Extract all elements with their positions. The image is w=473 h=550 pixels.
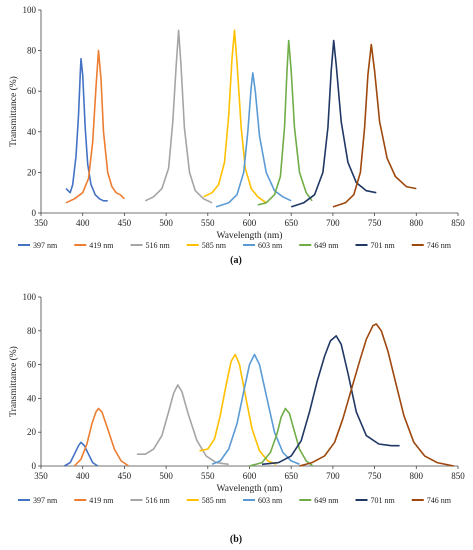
series-line-746-nm (332, 43, 417, 208)
x-tick-label: 800 (410, 471, 424, 481)
y-tick-label: 40 (27, 127, 37, 137)
legend-label: 419 nm (89, 241, 114, 250)
legend-item: 516 nm (130, 496, 171, 505)
x-tick-label: 550 (201, 471, 215, 481)
legend-item: 701 nm (355, 241, 396, 250)
series-line-649-nm (249, 407, 314, 467)
chart-panel-b: 0 20 40 60 80 100 350 400 450 500 550 600 650 700 750 8… (0, 275, 473, 550)
y-tick-label: 60 (27, 360, 37, 370)
legend-label: 603 nm (258, 496, 283, 505)
y-tick-label: 20 (27, 167, 37, 177)
legend-label: 701 nm (371, 496, 396, 505)
legend-label: 516 nm (146, 496, 171, 505)
x-axis-title: Wavelength (nm) (217, 230, 283, 241)
series-line-603-nm (211, 353, 300, 466)
x-tick-label: 500 (159, 471, 173, 481)
x-tick-label: 700 (326, 218, 340, 228)
x-tick-label: 750 (368, 218, 382, 228)
x-axis-title: Wavelength (nm) (217, 483, 283, 494)
x-tick-label: 650 (284, 471, 298, 481)
series-line-701-nm (290, 39, 377, 208)
series-line-603-nm (215, 72, 292, 208)
x-tick-label: 400 (76, 471, 90, 481)
x-tick-label: 700 (326, 471, 340, 481)
legend-label: 585 nm (202, 496, 227, 505)
legend-item: 701 nm (355, 496, 396, 505)
legend-label: 746 nm (427, 241, 452, 250)
x-tick-label: 650 (284, 218, 298, 228)
y-tick-label: 0 (32, 461, 37, 471)
legend-item: 649 nm (299, 241, 339, 250)
y-tick-label: 20 (27, 427, 37, 437)
legend-label: 397 nm (33, 496, 58, 505)
legend-label: 397 nm (33, 241, 58, 250)
series-line-397-nm (65, 57, 108, 202)
legend-label: 649 nm (314, 241, 339, 250)
legend-item: 746 nm (411, 496, 452, 505)
legend-label: 701 nm (371, 241, 396, 250)
legend-label: 585 nm (202, 241, 227, 250)
y-axis-title: Transmittance (%) (8, 76, 19, 147)
legend-item: 585 nm (186, 496, 227, 505)
legend-label: 649 nm (314, 496, 339, 505)
series-line-516-nm (144, 29, 213, 204)
legend-item: 649 nm (299, 496, 339, 505)
y-tick-label: 80 (27, 326, 37, 336)
y-tick-label: 60 (27, 86, 37, 96)
series-line-746-nm (299, 323, 454, 467)
chart-b-svg: 0 20 40 60 80 100 350 400 450 500 550 600 650 700 750 8… (8, 292, 465, 545)
series-line-516-nm (136, 384, 229, 466)
legend-item: 516 nm (130, 241, 171, 250)
x-tick-label: 400 (76, 218, 90, 228)
legend-item: 603 nm (243, 496, 283, 505)
legend-label: 746 nm (427, 496, 452, 505)
series-line-397-nm (63, 441, 99, 467)
legend-item: 603 nm (243, 241, 283, 250)
series-line-585-nm (203, 29, 267, 204)
legend-item: 746 nm (411, 241, 452, 250)
x-tick-label: 450 (118, 471, 132, 481)
legend-label: 516 nm (146, 241, 171, 250)
panel-label: (b) (230, 534, 242, 545)
legend-item: 397 nm (18, 241, 58, 250)
legend-item: 419 nm (74, 241, 114, 250)
y-tick-label: 0 (32, 208, 37, 218)
x-tick-label: 600 (243, 471, 257, 481)
legend-item: 397 nm (18, 496, 58, 505)
x-tick-label: 350 (34, 218, 48, 228)
x-tick-label: 800 (410, 218, 424, 228)
chart-a-svg: 0 20 40 60 80 100 350 400 450 500 550 600 650 700 750 8… (8, 5, 465, 266)
legend-item: 585 nm (186, 241, 227, 250)
y-tick-label: 40 (27, 393, 37, 403)
series-line-419-nm (65, 49, 125, 204)
series-line-701-nm (261, 335, 400, 466)
legend-label: 603 nm (258, 241, 283, 250)
series-line-585-nm (199, 353, 277, 466)
panel-label: (a) (230, 255, 242, 266)
y-axis-title: Transmittance (%) (8, 346, 19, 417)
x-tick-label: 850 (451, 471, 465, 481)
legend-label: 419 nm (89, 496, 114, 505)
chart-panel-a: 0 20 40 60 80 100 350 400 450 500 550 600 650 700 750 8… (8, 5, 465, 266)
y-tick-label: 100 (23, 292, 37, 302)
series-line-649-nm (257, 39, 313, 206)
y-tick-label: 100 (23, 5, 37, 15)
x-tick-label: 500 (159, 218, 173, 228)
legend-item: 419 nm (74, 496, 114, 505)
y-tick-label: 80 (27, 46, 37, 56)
x-tick-label: 750 (368, 471, 382, 481)
x-tick-label: 550 (201, 218, 215, 228)
x-tick-label: 450 (118, 218, 132, 228)
series-line-419-nm (73, 407, 130, 467)
x-tick-label: 600 (243, 218, 257, 228)
x-tick-label: 350 (34, 471, 48, 481)
x-tick-label: 850 (451, 218, 465, 228)
